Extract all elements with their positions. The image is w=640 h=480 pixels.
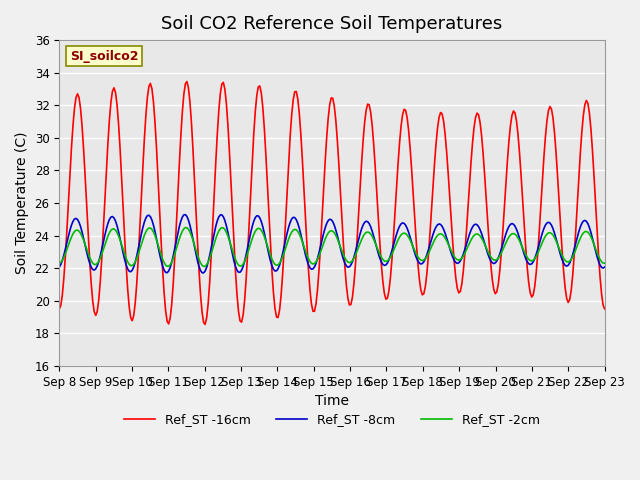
Ref_ST -2cm [200,264,207,269]
Ref_ST -8cm [200,270,207,276]
Y-axis label: Soil Temperature (C): Soil Temperature (C) [15,132,29,274]
Ref_ST -8cm [56,264,63,270]
Line: Ref_ST -2cm: Ref_ST -2cm [60,228,605,266]
Ref_ST -2cm [601,260,609,266]
Ref_ST -16cm [183,79,191,84]
Ref_ST -2cm [56,260,63,266]
Ref_ST -8cm [601,264,609,270]
Legend: Ref_ST -16cm, Ref_ST -8cm, Ref_ST -2cm: Ref_ST -16cm, Ref_ST -8cm, Ref_ST -2cm [119,408,545,432]
Ref_ST -8cm [182,212,189,217]
Ref_ST -16cm [239,312,247,318]
Ref_ST -8cm [573,234,581,240]
Ref_ST -16cm [248,159,256,165]
Ref_ST -16cm [297,131,305,137]
Line: Ref_ST -8cm: Ref_ST -8cm [60,215,605,273]
Ref_ST -16cm [201,322,209,327]
Ref_ST -2cm [182,225,189,230]
Ref_ST -8cm [122,262,130,268]
Text: SI_soilco2: SI_soilco2 [70,49,139,63]
Ref_ST -8cm [297,231,305,237]
Ref_ST -16cm [221,86,228,92]
Ref_ST -16cm [573,202,581,207]
Ref_ST -8cm [248,224,256,229]
Ref_ST -2cm [122,255,130,261]
Ref_ST -2cm [221,227,228,232]
Ref_ST -2cm [573,243,581,249]
Ref_ST -2cm [248,236,256,241]
Ref_ST -2cm [239,261,247,267]
Ref_ST -16cm [56,306,63,312]
Ref_ST -16cm [122,262,130,267]
X-axis label: Time: Time [315,394,349,408]
Ref_ST -8cm [239,264,247,269]
Ref_ST -16cm [601,306,609,312]
Line: Ref_ST -16cm: Ref_ST -16cm [60,82,605,324]
Ref_ST -8cm [221,217,228,223]
Ref_ST -2cm [297,235,305,240]
Title: Soil CO2 Reference Soil Temperatures: Soil CO2 Reference Soil Temperatures [161,15,502,33]
